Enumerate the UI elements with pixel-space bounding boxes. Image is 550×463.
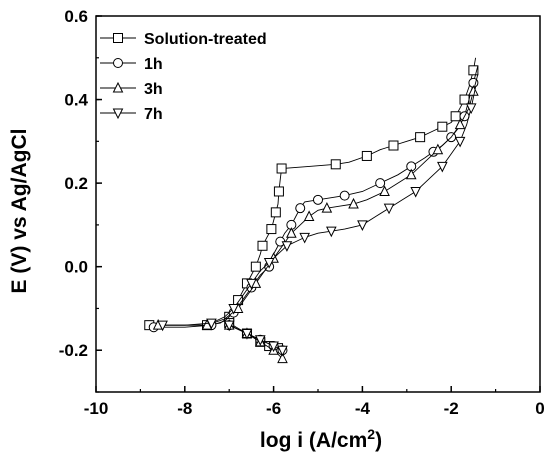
legend-label: 1h — [144, 56, 163, 73]
data-point — [268, 341, 279, 353]
data-point — [254, 335, 266, 346]
data-point — [459, 94, 470, 105]
legend-marker — [112, 108, 124, 120]
data-point — [339, 190, 350, 201]
data-point — [348, 197, 359, 209]
data-point — [410, 186, 421, 198]
data-point — [241, 329, 253, 340]
data-point — [299, 232, 310, 244]
series-1h — [148, 65, 479, 356]
data-point — [450, 111, 461, 122]
data-point — [246, 278, 257, 290]
series-line — [162, 86, 477, 326]
data-point — [330, 159, 341, 170]
data-point — [277, 352, 288, 364]
series-7h — [157, 86, 477, 357]
y-axis-title: E (V) vs Ag/AgCl — [8, 129, 31, 294]
x-tick-label: 0 — [535, 399, 544, 418]
data-point — [454, 118, 466, 130]
data-point — [313, 194, 323, 205]
data-point — [465, 103, 477, 115]
data-point — [405, 168, 417, 180]
data-point — [321, 202, 333, 213]
data-point — [379, 185, 390, 196]
x-axis-title-main: log i (A/cm — [260, 429, 367, 452]
x-tick-label: -6 — [266, 399, 281, 418]
data-point — [273, 186, 284, 197]
data-point — [270, 207, 281, 218]
data-point — [286, 227, 297, 238]
y-tick-label: 0.2 — [64, 174, 88, 193]
axes-layer: -10 -8 -6 -4 -2 0 -0.2 0.0 0.2 0.4 0.6 — [59, 7, 545, 418]
y-tick-label: 0.4 — [64, 91, 88, 110]
x-tick-label: -8 — [177, 399, 192, 418]
data-point — [206, 318, 217, 330]
legend-label: 7h — [144, 106, 163, 123]
data-point — [266, 224, 277, 235]
y-tick-label: -0.2 — [59, 341, 88, 360]
data-point — [383, 203, 395, 215]
y-tick-label: 0.6 — [64, 7, 88, 26]
legend-marker — [112, 81, 124, 93]
x-axis-title: log i (A/cm2) — [260, 426, 382, 452]
series-layer — [144, 57, 479, 364]
data-point — [468, 65, 479, 76]
data-point — [263, 257, 275, 269]
series-line — [149, 57, 477, 326]
series-line — [158, 74, 479, 326]
legend-marker — [113, 33, 123, 43]
legend: Solution-treated 1h 3h 7h — [100, 31, 267, 123]
x-tick-label: -2 — [444, 399, 459, 418]
data-point — [415, 132, 426, 143]
data-point — [388, 140, 399, 151]
data-point — [250, 261, 261, 272]
x-axis-title-end: ) — [375, 429, 382, 452]
legend-label: 3h — [144, 81, 163, 98]
x-tick-label: -10 — [84, 399, 109, 418]
data-point — [468, 85, 479, 96]
data-point — [257, 240, 268, 251]
data-point — [223, 320, 235, 332]
data-point — [357, 220, 368, 232]
data-point — [295, 203, 306, 214]
data-point — [454, 136, 466, 148]
x-tick-label: -4 — [355, 399, 371, 418]
data-point — [361, 150, 372, 161]
legend-label: Solution-treated — [144, 31, 267, 48]
data-point — [326, 226, 337, 238]
data-point — [432, 143, 444, 155]
y-tick-label: 0.0 — [64, 258, 88, 277]
data-point — [281, 241, 293, 252]
data-point — [276, 163, 287, 174]
data-point — [228, 303, 239, 315]
legend-marker — [113, 58, 123, 68]
data-point — [157, 320, 168, 332]
series-solution-treated — [144, 57, 479, 354]
data-point — [437, 161, 448, 173]
data-point — [375, 178, 386, 189]
x-axis-title-sup: 2 — [367, 426, 375, 442]
series-3h — [152, 74, 479, 364]
data-point — [277, 345, 288, 357]
data-point — [303, 210, 315, 222]
data-point — [437, 121, 448, 132]
